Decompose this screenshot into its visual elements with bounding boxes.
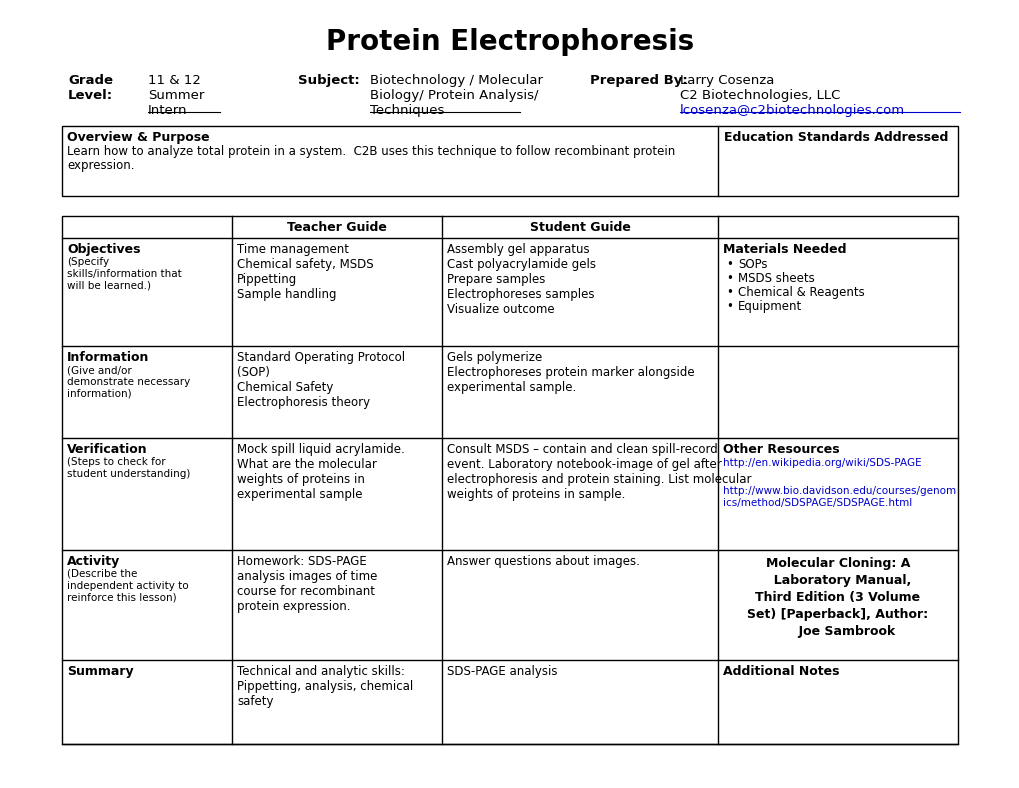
Text: Gels polymerize
Electrophoreses protein marker alongside
experimental sample.: Gels polymerize Electrophoreses protein …: [446, 351, 694, 394]
Text: expression.: expression.: [67, 159, 135, 172]
Text: Consult MSDS – contain and clean spill-record
event. Laboratory notebook-image o: Consult MSDS – contain and clean spill-r…: [446, 443, 751, 501]
Text: Larry Cosenza: Larry Cosenza: [680, 74, 773, 87]
Text: Objectives: Objectives: [67, 243, 141, 256]
Text: Activity: Activity: [67, 555, 120, 568]
Text: •: •: [726, 272, 733, 285]
Text: Materials Needed: Materials Needed: [722, 243, 846, 256]
Text: Student Guide: Student Guide: [529, 221, 630, 233]
Text: Time management
Chemical safety, MSDS
Pippetting
Sample handling: Time management Chemical safety, MSDS Pi…: [236, 243, 373, 301]
Text: SOPs: SOPs: [738, 258, 766, 271]
Text: MSDS sheets: MSDS sheets: [738, 272, 814, 285]
Text: Assembly gel apparatus
Cast polyacrylamide gels
Prepare samples
Electrophoreses : Assembly gel apparatus Cast polyacrylami…: [446, 243, 595, 316]
Bar: [62, 126, 957, 196]
Text: (Specify
skills/information that
will be learned.): (Specify skills/information that will be…: [67, 257, 181, 290]
Text: •: •: [726, 300, 733, 313]
Text: (Steps to check for
student understanding): (Steps to check for student understandin…: [67, 457, 191, 478]
Text: Teacher Guide: Teacher Guide: [286, 221, 386, 233]
Text: Learn how to analyze total protein in a system.  C2B uses this technique to foll: Learn how to analyze total protein in a …: [67, 145, 675, 158]
Text: Mock spill liquid acrylamide.
What are the molecular
weights of proteins in
expe: Mock spill liquid acrylamide. What are t…: [236, 443, 405, 501]
Text: Overview & Purpose: Overview & Purpose: [67, 131, 210, 144]
Text: Subject:: Subject:: [298, 74, 360, 87]
Text: Verification: Verification: [67, 443, 148, 456]
Text: Summer: Summer: [148, 89, 204, 102]
Text: Intern: Intern: [148, 104, 187, 117]
Text: •: •: [726, 258, 733, 271]
Text: Answer questions about images.: Answer questions about images.: [446, 555, 639, 568]
Text: (Give and/or
demonstrate necessary
information): (Give and/or demonstrate necessary infor…: [67, 365, 191, 398]
Text: C2 Biotechnologies, LLC: C2 Biotechnologies, LLC: [680, 89, 840, 102]
Text: Education Standards Addressed: Education Standards Addressed: [723, 131, 948, 144]
Text: Level:: Level:: [68, 89, 113, 102]
Text: SDS-PAGE analysis: SDS-PAGE analysis: [446, 665, 557, 678]
Text: Homework: SDS-PAGE
analysis images of time
course for recombinant
protein expres: Homework: SDS-PAGE analysis images of ti…: [236, 555, 377, 613]
Text: (Describe the
independent activity to
reinforce this lesson): (Describe the independent activity to re…: [67, 569, 189, 602]
Text: •: •: [726, 286, 733, 299]
Text: Techniques: Techniques: [370, 104, 444, 117]
Text: Prepared By:: Prepared By:: [589, 74, 687, 87]
Text: Molecular Cloning: A
  Laboratory Manual,
Third Edition (3 Volume
Set) [Paperbac: Molecular Cloning: A Laboratory Manual, …: [747, 557, 927, 638]
Bar: [62, 216, 957, 744]
Text: Equipment: Equipment: [738, 300, 802, 313]
Text: Grade: Grade: [68, 74, 113, 87]
Text: Additional Notes: Additional Notes: [722, 665, 839, 678]
Text: Chemical & Reagents: Chemical & Reagents: [738, 286, 864, 299]
Text: Summary: Summary: [67, 665, 133, 678]
Text: Standard Operating Protocol
(SOP)
Chemical Safety
Electrophoresis theory: Standard Operating Protocol (SOP) Chemic…: [236, 351, 405, 409]
Text: Information: Information: [67, 351, 149, 364]
Text: Other Resources: Other Resources: [722, 443, 839, 456]
Text: http://www.bio.davidson.edu/courses/genom
ics/method/SDSPAGE/SDSPAGE.html: http://www.bio.davidson.edu/courses/geno…: [722, 486, 955, 507]
Text: Protein Electrophoresis: Protein Electrophoresis: [325, 28, 694, 56]
Text: lcosenza@c2biotechnologies.com: lcosenza@c2biotechnologies.com: [680, 104, 904, 117]
Text: http://en.wikipedia.org/wiki/SDS-PAGE: http://en.wikipedia.org/wiki/SDS-PAGE: [722, 458, 921, 468]
Text: Biology/ Protein Analysis/: Biology/ Protein Analysis/: [370, 89, 538, 102]
Text: 11 & 12: 11 & 12: [148, 74, 201, 87]
Text: Technical and analytic skills:
Pippetting, analysis, chemical
safety: Technical and analytic skills: Pippettin…: [236, 665, 413, 708]
Text: Biotechnology / Molecular: Biotechnology / Molecular: [370, 74, 542, 87]
